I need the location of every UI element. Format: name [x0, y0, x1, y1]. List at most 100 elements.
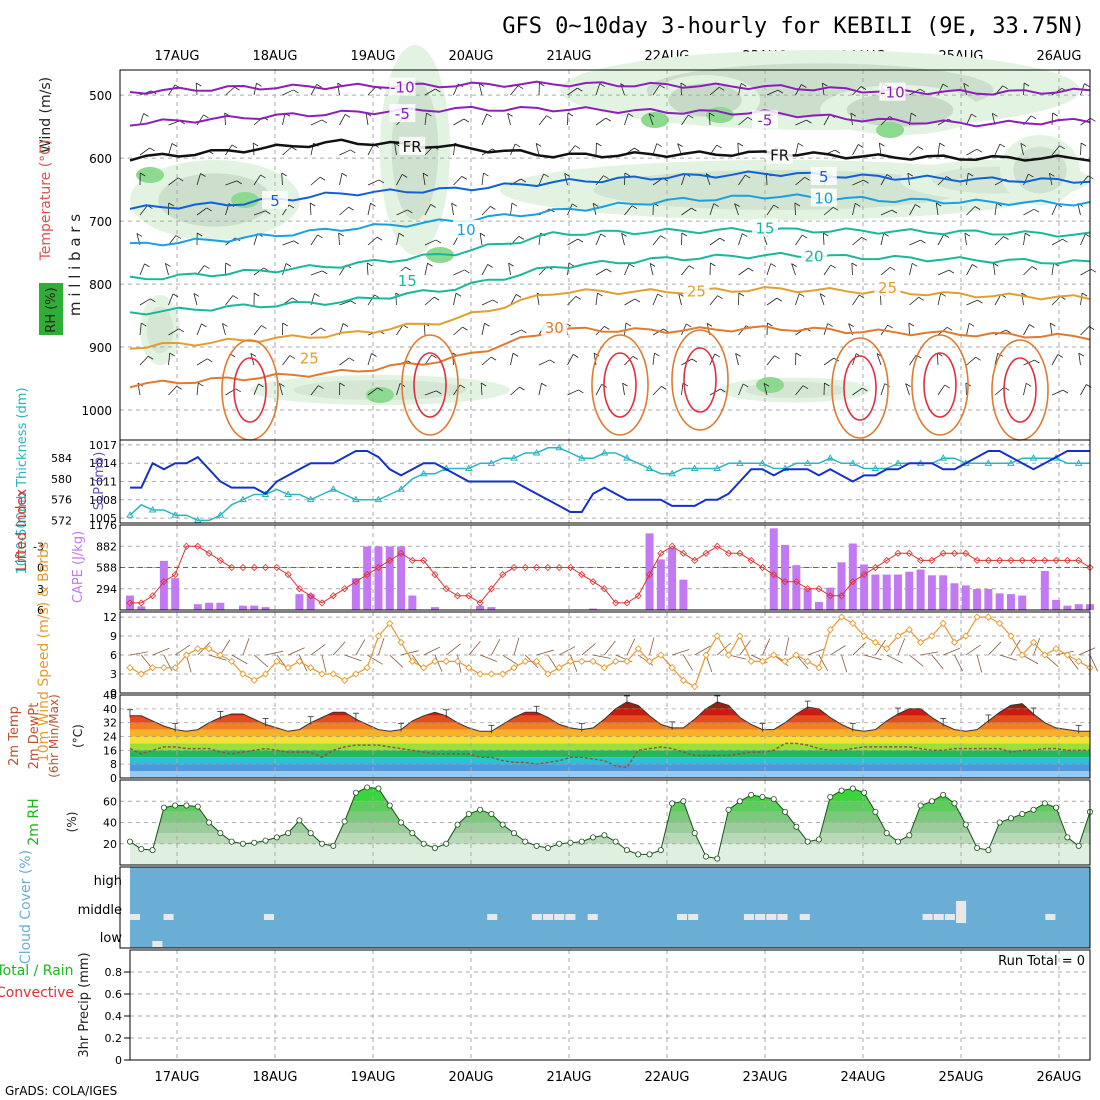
wind-speed-marker — [871, 638, 880, 647]
top-date-tick: 26AUG — [1036, 49, 1081, 64]
rh2m-marker — [917, 802, 924, 809]
thickness-marker — [239, 495, 247, 503]
wind-barb — [905, 383, 910, 396]
isotherm-label-bg — [394, 270, 421, 289]
wind-barb — [538, 115, 547, 126]
wind-barb-flag — [261, 325, 267, 329]
wind-barb — [852, 236, 862, 246]
wind-barb-flag — [1028, 173, 1034, 178]
wind-barb-flag — [887, 324, 893, 329]
rh-shade-mid — [846, 93, 954, 127]
wind-barb — [282, 113, 286, 126]
minmax-label: (6hr Min/Max) — [47, 694, 61, 778]
bottom-date-tick: 21AUG — [546, 1070, 591, 1085]
warm-contour — [603, 352, 637, 418]
wind-barb-flag — [777, 89, 784, 94]
cape-bar — [295, 594, 304, 610]
top-date-tick: 19AUG — [350, 49, 395, 64]
thickness-marker — [216, 511, 225, 518]
rh2m-marker — [522, 838, 529, 845]
wind-barb-flag — [791, 263, 797, 267]
isotherm-label: -10 — [880, 84, 905, 102]
lifted-index-marker — [352, 578, 360, 586]
rh2m-marker — [748, 791, 755, 798]
wind-speed-marker — [465, 664, 473, 672]
wind10m-barb — [1022, 654, 1039, 665]
wind-barb-flag — [292, 297, 298, 302]
isotherm-label-bg — [752, 218, 778, 237]
wind10m-panel: 12 9 6 3 0 10m Wind Speed (m/s) & Barbs — [36, 542, 1098, 762]
wind-barb — [994, 143, 1001, 156]
wind-barb — [966, 113, 972, 126]
wind-barb — [852, 144, 859, 156]
wind-barb — [795, 119, 807, 126]
wind-barb — [624, 113, 629, 126]
wind-barb-flag — [235, 388, 241, 393]
cloud-cell — [944, 914, 955, 920]
wind-barb — [595, 117, 607, 126]
lifted-index-marker — [679, 549, 687, 557]
lifted-index-marker — [453, 592, 462, 600]
wind-speed-marker — [453, 657, 462, 665]
wind-speed-marker — [307, 664, 315, 672]
wind-barb — [535, 143, 540, 156]
wind-barb — [966, 206, 976, 216]
wind-speed-marker — [1052, 645, 1060, 653]
lifted-index-marker — [1052, 556, 1060, 564]
wind-barb — [681, 207, 692, 216]
wind-barb-flag — [939, 142, 945, 147]
wind10m-barb — [581, 643, 596, 656]
wind-barb — [852, 387, 863, 396]
lifted-index-marker — [950, 549, 959, 557]
wind-barb-flag — [685, 323, 692, 328]
wind-barb — [795, 176, 805, 186]
wind-barb-flag — [197, 232, 203, 237]
wind-barb-flag — [1062, 238, 1068, 243]
wind-barb — [709, 203, 715, 216]
thickness-tick-label: 572 — [51, 514, 72, 527]
rh2m-marker — [499, 821, 506, 828]
wind-speed-marker — [386, 619, 394, 628]
wind-barb-flag — [748, 267, 754, 272]
wind-barb — [481, 264, 488, 276]
wind-barb-flag — [201, 323, 207, 328]
wind-barb-flag — [320, 327, 326, 332]
thickness-marker — [487, 459, 496, 466]
thickness-marker — [171, 511, 180, 518]
wind-barb-flag — [492, 299, 499, 304]
wind-barb — [279, 383, 283, 396]
wind-barb-flag — [293, 89, 299, 94]
wind-barb-flag — [592, 203, 599, 207]
wind10m-barb — [332, 641, 346, 656]
lifted-index-marker — [408, 556, 416, 564]
wind-speed-marker — [216, 651, 224, 659]
cape-bar — [916, 569, 925, 610]
pressure-axis: 500 600 700 800 900 1000 — [81, 89, 112, 418]
cloud-cell — [799, 914, 810, 920]
wind-barb-flag — [823, 232, 829, 237]
wind-barb — [966, 148, 978, 156]
wind-barb-flag — [207, 358, 213, 363]
wind-barb-flag — [165, 263, 171, 267]
lifted-index-marker — [781, 578, 789, 586]
wind-barb — [424, 239, 437, 246]
wind-barb — [196, 114, 204, 126]
wind-barb-flag — [919, 88, 926, 93]
wind-barb-flag — [606, 268, 612, 273]
cape-bar — [995, 593, 1004, 610]
wind-speed-marker — [894, 632, 902, 640]
cape-bar — [193, 604, 202, 610]
wind-barb-flag — [376, 236, 383, 241]
wind-barb-flag — [827, 323, 833, 327]
thickness-marker — [284, 490, 293, 497]
wind-barb-flag — [517, 85, 524, 90]
wind-speed-marker — [1018, 651, 1026, 659]
wind-barb-flag — [802, 234, 808, 239]
wind-barb-flag — [718, 86, 725, 91]
warm-contour — [831, 337, 889, 439]
wind-barb — [593, 353, 597, 366]
wind-barb — [937, 234, 945, 246]
wind-barb — [478, 83, 483, 96]
wind-barb-flag — [794, 202, 801, 207]
temperature-band — [130, 736, 1090, 744]
